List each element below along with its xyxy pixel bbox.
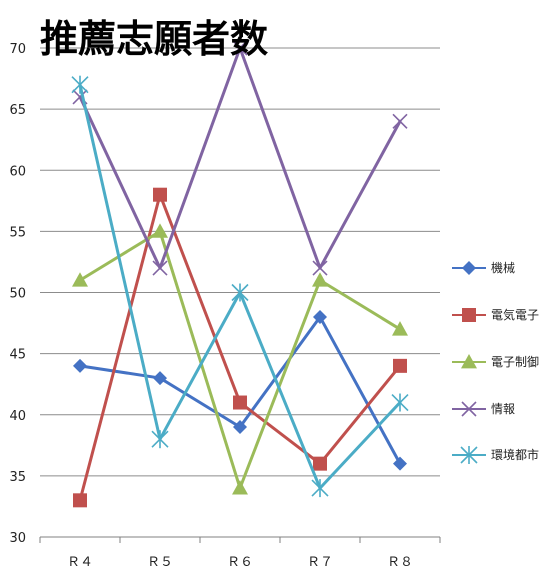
x-tick-label: Ｒ８ (387, 555, 413, 570)
data-point (391, 393, 409, 412)
legend-label: 情報 (491, 402, 515, 416)
y-tick-label: 70 (9, 42, 26, 57)
legend-label: 機械 (491, 260, 515, 275)
legend-marker (462, 308, 476, 322)
series-4 (72, 40, 408, 276)
y-tick-label: 50 (9, 287, 26, 302)
data-point (152, 260, 168, 276)
series-line (78, 315, 402, 466)
data-point (73, 493, 87, 508)
y-tick-label: 30 (9, 531, 26, 546)
data-point (312, 260, 328, 276)
series-line (78, 229, 402, 490)
data-point (233, 395, 247, 410)
series-group (71, 40, 409, 508)
data-point (313, 456, 327, 471)
series-line (78, 46, 402, 270)
data-point (232, 480, 248, 495)
x-tick-label: Ｒ４ (67, 555, 93, 570)
data-point (231, 283, 249, 302)
legend-entry: 環境都市 (452, 446, 539, 464)
legend-entry: 情報 (452, 401, 515, 417)
y-tick-label: 60 (9, 164, 26, 179)
data-point (313, 309, 327, 324)
legend-marker (461, 401, 477, 417)
data-point (312, 272, 328, 287)
y-tick-label: 55 (9, 225, 26, 240)
data-point (393, 456, 407, 471)
data-point (153, 371, 167, 386)
data-point (71, 75, 89, 94)
data-point (73, 358, 87, 373)
data-point (153, 187, 167, 202)
x-axis: Ｒ４ Ｒ５ Ｒ６ Ｒ７ Ｒ８ (39, 537, 441, 570)
y-tick-label: 45 (9, 348, 26, 363)
series-1 (73, 309, 407, 471)
series-2 (73, 187, 407, 508)
x-tick-label: Ｒ６ (227, 555, 253, 570)
data-point (393, 358, 407, 373)
data-point (152, 223, 168, 238)
data-point (232, 40, 248, 56)
legend-marker (462, 261, 476, 275)
legend-label: 環境都市 (491, 447, 539, 462)
data-point (311, 479, 329, 498)
legend-marker (460, 446, 478, 464)
data-point (72, 272, 88, 287)
legend-entry: 電子制御 (452, 354, 539, 369)
y-axis-ticks: 30 35 40 45 50 55 60 65 70 (9, 42, 26, 546)
series-5 (71, 75, 409, 498)
chart-title: 推薦志願者数 (40, 17, 268, 61)
legend-label: 電子制御 (491, 354, 539, 369)
series-3 (72, 223, 408, 495)
data-point (151, 430, 169, 449)
y-tick-label: 35 (9, 470, 26, 485)
legend-label: 電気電子 (491, 307, 539, 322)
data-point (392, 113, 408, 129)
data-point (392, 321, 408, 336)
x-tick-label: Ｒ７ (307, 555, 333, 570)
legend-entry: 電気電子 (452, 307, 539, 322)
legend-entry: 機械 (452, 260, 515, 275)
legend-marker (461, 354, 477, 369)
y-tick-label: 40 (9, 409, 26, 424)
x-tick-label: Ｒ５ (147, 555, 173, 570)
data-point (233, 419, 247, 434)
y-tick-label: 65 (9, 103, 26, 118)
